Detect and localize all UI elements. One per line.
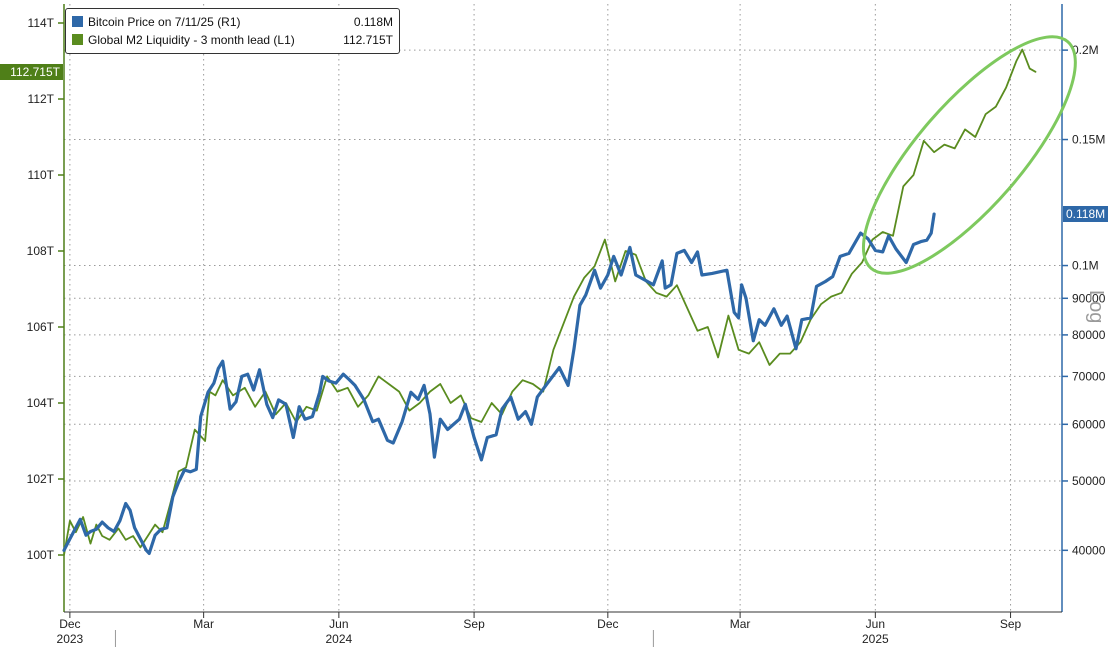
x-axis-tick-label: Jun bbox=[329, 617, 348, 631]
right-axis-tick-label: 90000 bbox=[1072, 291, 1106, 305]
legend-entry-btc: Bitcoin Price on 7/11/25 (R1) 0.118M bbox=[72, 14, 393, 30]
highlight-ellipse bbox=[861, 35, 1077, 275]
legend-swatch-btc bbox=[72, 16, 83, 27]
axes: 100T 102T 104T 106T 108T 110T 112T 114T 40000 500… bbox=[27, 4, 1107, 647]
x-axis-tick-label: Dec bbox=[59, 617, 80, 631]
legend-swatch-m2 bbox=[72, 34, 83, 45]
annotation-group bbox=[861, 35, 1077, 275]
x-axis-year-label: 2023 bbox=[57, 632, 84, 646]
left-axis-tick-label: 110T bbox=[28, 168, 55, 182]
left-axis-tick-label: 108T bbox=[27, 244, 55, 258]
left-axis-tick-label: 114T bbox=[28, 16, 55, 30]
m2-last-value-tag: 112.715T bbox=[0, 63, 63, 80]
btc-last-value-tag: 0.118M bbox=[1063, 206, 1109, 223]
right-axis-tick-label: 0.1M bbox=[1072, 259, 1099, 273]
legend: Bitcoin Price on 7/11/25 (R1) 0.118M Glo… bbox=[65, 8, 400, 54]
x-axis-year-label: 2024 bbox=[326, 632, 353, 646]
right-axis-tick-label: 80000 bbox=[1072, 328, 1106, 342]
x-axis-tick-label: Mar bbox=[730, 617, 751, 631]
btc-price-line bbox=[62, 212, 936, 556]
right-axis-tick-label: 0.2M bbox=[1072, 43, 1099, 57]
legend-entry-m2: Global M2 Liquidity - 3 month lead (L1) … bbox=[72, 32, 393, 48]
x-axis-tick-label: Mar bbox=[193, 617, 214, 631]
legend-label-m2: Global M2 Liquidity - 3 month lead (L1) bbox=[88, 33, 295, 47]
right-axis-scale-label: Log bbox=[1085, 290, 1107, 323]
right-axis-tick-label: 40000 bbox=[1072, 543, 1106, 557]
x-axis-tick-label: Sep bbox=[1000, 617, 1022, 631]
left-axis-tick-label: 100T bbox=[27, 548, 55, 562]
legend-value-m2: 112.715T bbox=[343, 33, 393, 47]
left-axis-tick-label: 104T bbox=[27, 396, 55, 410]
legend-value-btc: 0.118M bbox=[353, 15, 393, 29]
left-axis-tick-label: 102T bbox=[27, 472, 55, 486]
left-axis-tick-label: 106T bbox=[27, 320, 55, 334]
legend-label-btc: Bitcoin Price on 7/11/25 (R1) bbox=[88, 15, 241, 29]
right-axis-tick-label: 70000 bbox=[1072, 369, 1106, 383]
right-axis-tick-label: 50000 bbox=[1072, 474, 1106, 488]
series-group bbox=[62, 48, 1037, 556]
m2-liquidity-line bbox=[63, 48, 1037, 556]
grid-lines bbox=[64, 4, 1062, 612]
left-axis-tick-label: 112T bbox=[28, 92, 55, 106]
x-axis-tick-label: Jun bbox=[866, 617, 885, 631]
x-axis-tick-label: Sep bbox=[463, 617, 485, 631]
x-axis-tick-label: Dec bbox=[597, 617, 618, 631]
right-axis-tick-label: 0.15M bbox=[1072, 133, 1105, 147]
x-axis-year-label: 2025 bbox=[862, 632, 889, 646]
right-axis-tick-label: 60000 bbox=[1072, 417, 1106, 431]
